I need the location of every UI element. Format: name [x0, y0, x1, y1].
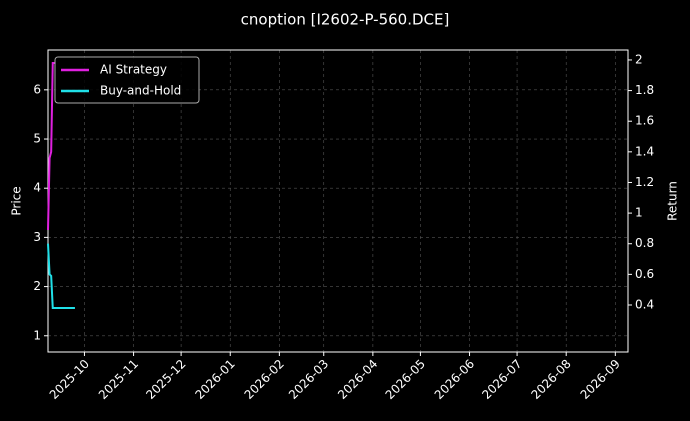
x-tick-label: 2025-12 [143, 357, 188, 402]
y-axis-label: Price [10, 186, 24, 215]
y-tick-label: 5 [33, 132, 41, 146]
y2-tick-label: 1.8 [635, 83, 654, 97]
x-tick-label: 2026-03 [286, 357, 331, 402]
x-tick-label: 2026-01 [192, 357, 237, 402]
x-tick-label: 2026-02 [242, 357, 287, 402]
y-tick-label: 3 [33, 230, 41, 244]
x-tick-label: 2026-04 [335, 357, 380, 402]
y2-tick-label: 0.6 [635, 267, 654, 281]
legend-label: Buy-and-Hold [100, 84, 181, 98]
line-series [47, 243, 75, 310]
y2-tick-label: 1 [635, 206, 643, 220]
y-tick-label: 2 [33, 279, 41, 293]
legend: AI Strategy Buy-and-Hold [54, 56, 200, 104]
x-tick-label: 2025-11 [96, 357, 141, 402]
legend-label: AI Strategy [100, 63, 167, 77]
x-tick-label: 2026-07 [479, 357, 524, 402]
legend-box [54, 56, 200, 104]
y-tick-label: 1 [33, 328, 41, 342]
chart-title: cnoption [I2602-P-560.DCE] [241, 11, 450, 29]
x-tick-label: 2025-10 [47, 357, 92, 402]
y2-tick-label: 0.8 [635, 236, 654, 250]
y2-axis-label: Return [666, 181, 680, 221]
x-tick-label: 2026-06 [432, 357, 477, 402]
y-tick-label: 6 [33, 82, 41, 96]
y2-tick-label: 1.2 [635, 175, 654, 189]
y-tick-label: 4 [33, 181, 41, 195]
y2-tick-label: 1.6 [635, 114, 654, 128]
y2-tick-label: 0.4 [635, 297, 654, 311]
x-tick-label: 2026-08 [528, 357, 573, 402]
y2-tick-label: 2 [635, 52, 643, 66]
x-tick-label: 2026-09 [578, 357, 623, 402]
y2-tick-label: 1.4 [635, 144, 654, 158]
x-tick-label: 2026-05 [383, 357, 428, 402]
